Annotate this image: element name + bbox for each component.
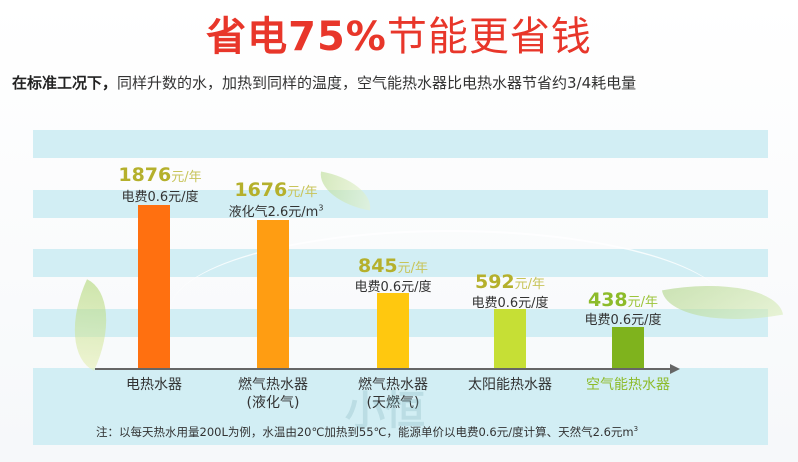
bar-solar-heater	[494, 309, 526, 368]
bar-value-label: 1876元/年	[118, 164, 202, 186]
axis-arrow-icon	[670, 364, 680, 374]
bar-price-note: 电费0.6元/度	[121, 190, 199, 205]
decorative-arc	[170, 230, 730, 392]
bar-value-label: 1676元/年	[234, 179, 318, 201]
watermark: 小恒	[345, 388, 425, 434]
bar-value-label: 845元/年	[357, 255, 429, 277]
bar-price-note: 电费0.6元/度	[584, 313, 662, 328]
chart-band	[33, 130, 768, 158]
title-bold: 省电75%	[206, 14, 387, 60]
category-label-highlight: 空气能热水器	[586, 377, 670, 393]
category-label: 太阳能热水器	[468, 377, 552, 393]
category-label: 燃气热水器 (液化气)	[238, 377, 308, 411]
category-label: 电热水器	[126, 377, 182, 393]
bar-natural-gas-heater	[377, 293, 409, 368]
footnote: 注：以每天热水用量200L为例，水温由20℃加热到55℃，能源单价以电费0.6元…	[96, 425, 639, 439]
bar-price-note: 液化气2.6元/m3	[228, 203, 324, 220]
x-axis	[95, 368, 670, 370]
subtitle-lead: 在标准工况下，	[12, 74, 118, 92]
subtitle-rest: 同样升数的水，加热到同样的温度，空气能热水器比电热水器节省约3/4耗电量	[117, 74, 637, 92]
subtitle: 在标准工况下，同样升数的水，加热到同样的温度，空气能热水器比电热水器节省约3/4…	[12, 72, 636, 94]
page-title: 省电75%节能更省钱	[0, 12, 798, 62]
bar-value-label: 592元/年	[474, 271, 546, 293]
bar-lpg-heater	[257, 220, 289, 368]
category-label: 燃气热水器 (天燃气)	[358, 377, 428, 411]
bar-price-note: 电费0.6元/度	[471, 296, 549, 311]
bar-price-note: 电费0.6元/度	[354, 280, 432, 295]
title-rest: 节能更省钱	[386, 14, 592, 60]
bar-value-label: 438元/年	[587, 289, 659, 311]
bar-air-source-heater	[612, 327, 644, 368]
bar-electric-heater	[138, 205, 170, 368]
